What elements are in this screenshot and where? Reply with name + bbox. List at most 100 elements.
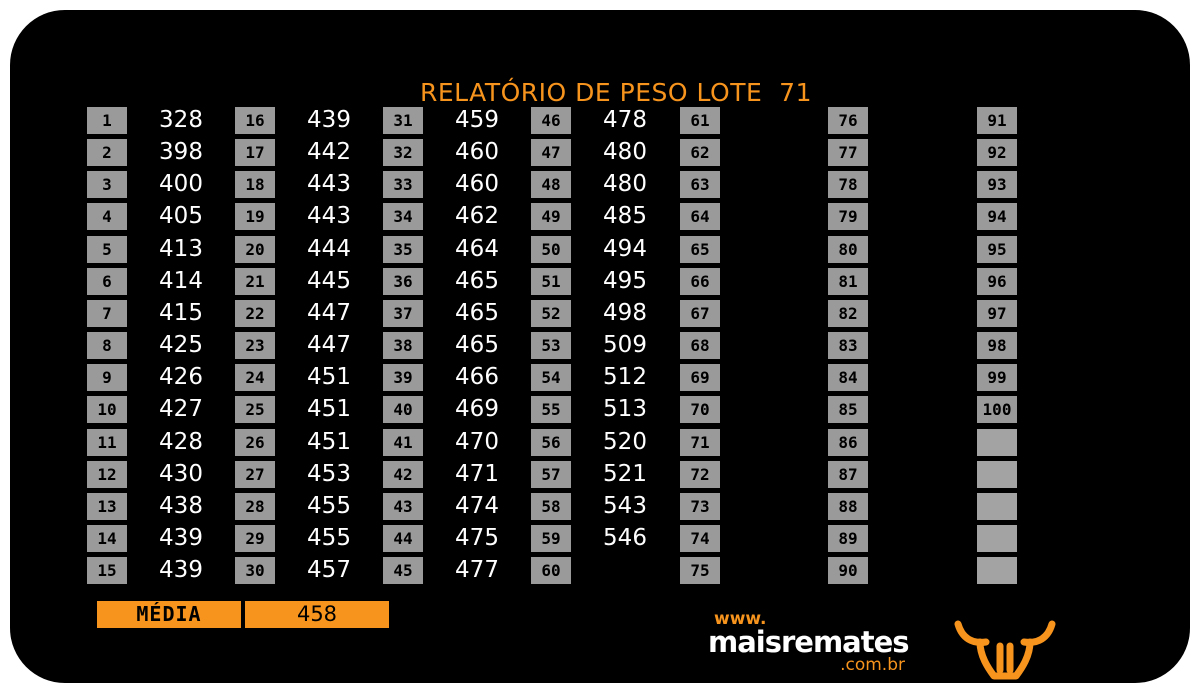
animal-number: 59 [531,524,571,552]
animal-number: 34 [383,203,423,231]
animal-weight [882,105,962,135]
animal-weight [1031,137,1111,167]
animal-weight: 405 [159,203,203,230]
animal-number [977,524,1017,552]
animal-weight: 443 [307,171,351,198]
animal-number: 16 [235,107,275,134]
animal-weight [734,394,814,424]
bull-horns-icon [954,620,1056,680]
animal-number: 12 [87,460,127,488]
report-title: RELATÓRIO DE PESO LOTE 71 [420,78,812,107]
animal-number: 6 [87,267,127,295]
animal-number: 30 [235,557,275,585]
animal-number: 91 [977,107,1017,134]
brand-name: maisremates [708,625,910,659]
animal-number: 2 [87,139,127,167]
animal-weight: 460 [455,171,499,198]
animal-weight [882,394,962,424]
animal-number: 92 [977,139,1017,167]
animal-weight: 498 [603,299,647,326]
animal-weight [882,330,962,360]
animal-weight [1031,105,1111,135]
animal-weight: 520 [603,428,647,455]
animal-number: 10 [87,396,127,424]
animal-weight: 546 [603,524,647,551]
animal-weight: 475 [455,524,499,551]
animal-number: 50 [531,235,571,263]
animal-weight [882,169,962,199]
animal-number: 3 [87,171,127,199]
animal-number: 81 [828,267,868,295]
animal-weight: 427 [159,396,203,423]
animal-number: 72 [680,460,720,488]
animal-weight [882,491,962,521]
animal-number: 74 [680,524,720,552]
animal-weight: 451 [307,428,351,455]
animal-number: 90 [828,557,868,585]
animal-weight: 494 [603,235,647,262]
animal-weight [585,555,665,585]
animal-number: 47 [531,139,571,167]
animal-number: 85 [828,396,868,424]
animal-weight: 430 [159,460,203,487]
animal-weight: 414 [159,267,203,294]
animal-number: 52 [531,299,571,327]
animal-number: 24 [235,364,275,392]
animal-number: 70 [680,396,720,424]
animal-weight [1031,330,1111,360]
animal-weight [882,555,962,585]
animal-weight [734,491,814,521]
animal-weight [882,298,962,328]
animal-weight [734,459,814,489]
animal-number [977,492,1017,520]
animal-number: 21 [235,267,275,295]
animal-weight: 426 [159,364,203,391]
animal-weight [1031,298,1111,328]
animal-weight: 453 [307,460,351,487]
animal-number: 60 [531,557,571,585]
animal-number: 87 [828,460,868,488]
animal-weight [1031,491,1111,521]
animal-number: 7 [87,299,127,327]
animal-weight [1031,394,1111,424]
animal-weight: 477 [455,557,499,584]
animal-weight [882,362,962,392]
animal-number: 98 [977,332,1017,360]
animal-weight: 465 [455,299,499,326]
animal-weight: 485 [603,203,647,230]
animal-weight [882,427,962,457]
animal-weight [734,427,814,457]
animal-weight: 425 [159,332,203,359]
animal-weight: 447 [307,332,351,359]
animal-weight [734,201,814,231]
animal-number: 25 [235,396,275,424]
animal-weight [734,105,814,135]
animal-number: 38 [383,332,423,360]
animal-weight: 398 [159,139,203,166]
animal-weight: 439 [159,557,203,584]
animal-number: 17 [235,139,275,167]
animal-number: 66 [680,267,720,295]
animal-number: 86 [828,428,868,456]
animal-weight: 459 [455,107,499,133]
animal-number: 75 [680,557,720,585]
animal-weight: 480 [603,171,647,198]
animal-weight [734,234,814,264]
animal-weight: 428 [159,428,203,455]
animal-weight: 415 [159,299,203,326]
animal-weight: 464 [455,235,499,262]
animal-number: 9 [87,364,127,392]
animal-number: 76 [828,107,868,134]
animal-number: 11 [87,428,127,456]
animal-weight: 439 [307,107,351,133]
animal-number: 46 [531,107,571,134]
animal-number: 53 [531,332,571,360]
animal-number: 57 [531,460,571,488]
animal-number: 96 [977,267,1017,295]
animal-weight [882,266,962,296]
animal-weight [882,523,962,553]
animal-number: 100 [977,396,1017,424]
animal-weight: 480 [603,139,647,166]
animal-weight [734,330,814,360]
animal-weight [1031,555,1111,585]
